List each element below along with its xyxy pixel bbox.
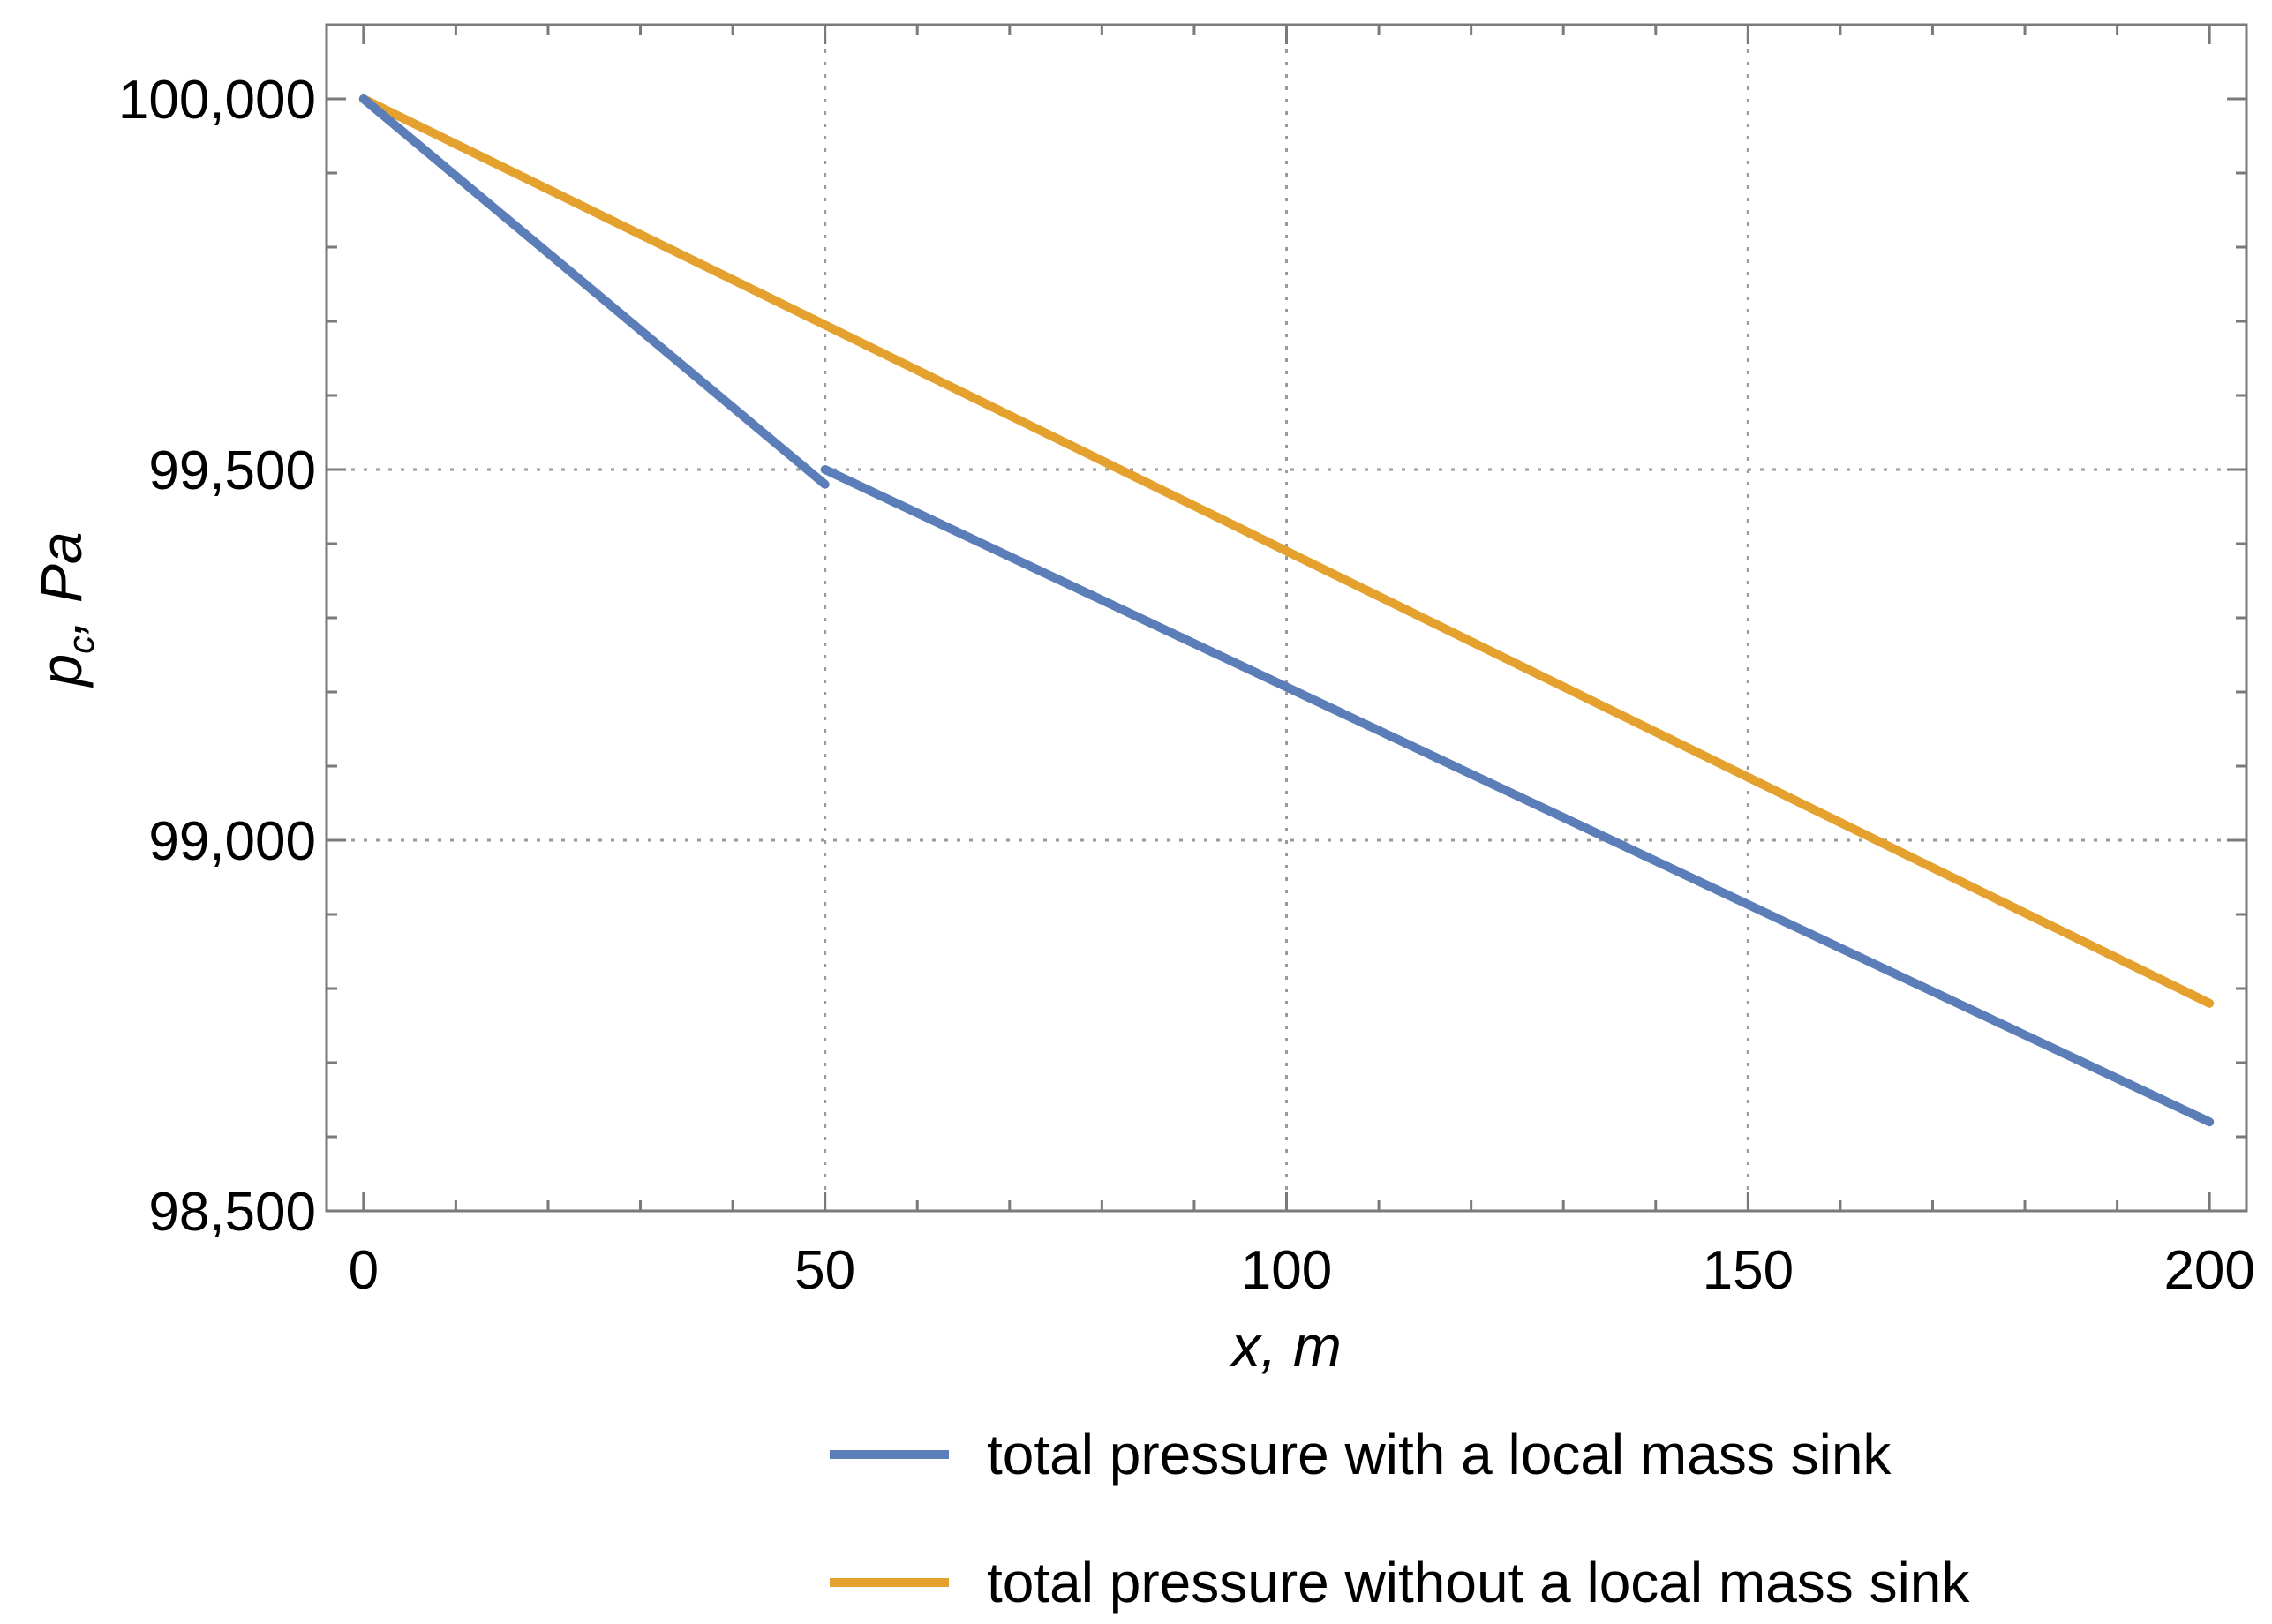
x-tick-label-150: 150: [1703, 1240, 1794, 1301]
y-tick-label-98500: 98,500: [148, 1182, 316, 1243]
series-without-sink-line: [358, 94, 2215, 1008]
series-lines: [358, 94, 2215, 1127]
legend: total pressure with a local mass sink to…: [830, 1423, 1970, 1614]
y-tick-label-100000: 100,000: [118, 70, 316, 131]
y-axis-label-rest: , Pa: [28, 531, 94, 635]
series-with-sink-line-segment-2: [820, 465, 2215, 1127]
y-axis-label: pc, Pa: [28, 531, 102, 688]
y-axis-label-main: p: [28, 654, 94, 688]
series-with-sink-line-segment-1: [358, 94, 830, 489]
y-tick-label-99000: 99,000: [148, 811, 316, 872]
tick-labels: 0 50 100 150 200 98,500 99,000 99,500 100,000: [118, 70, 2255, 1301]
y-tick-label-99500: 99,500: [148, 440, 316, 501]
y-axis-label-sub: c: [60, 635, 102, 654]
grid-lines: [327, 25, 2246, 1211]
axis-ticks: [327, 23, 2246, 1213]
legend-label-without-sink: total pressure without a local mass sink: [987, 1551, 1970, 1614]
x-tick-label-100: 100: [1241, 1240, 1332, 1301]
x-tick-label-50: 50: [794, 1240, 855, 1301]
legend-label-with-sink: total pressure with a local mass sink: [987, 1423, 1892, 1486]
x-tick-label-200: 200: [2163, 1240, 2254, 1301]
x-axis-label: x, m: [1229, 1313, 1342, 1379]
svg-text:pc, Pa: pc, Pa: [28, 531, 102, 688]
x-tick-label-0: 0: [349, 1240, 379, 1301]
